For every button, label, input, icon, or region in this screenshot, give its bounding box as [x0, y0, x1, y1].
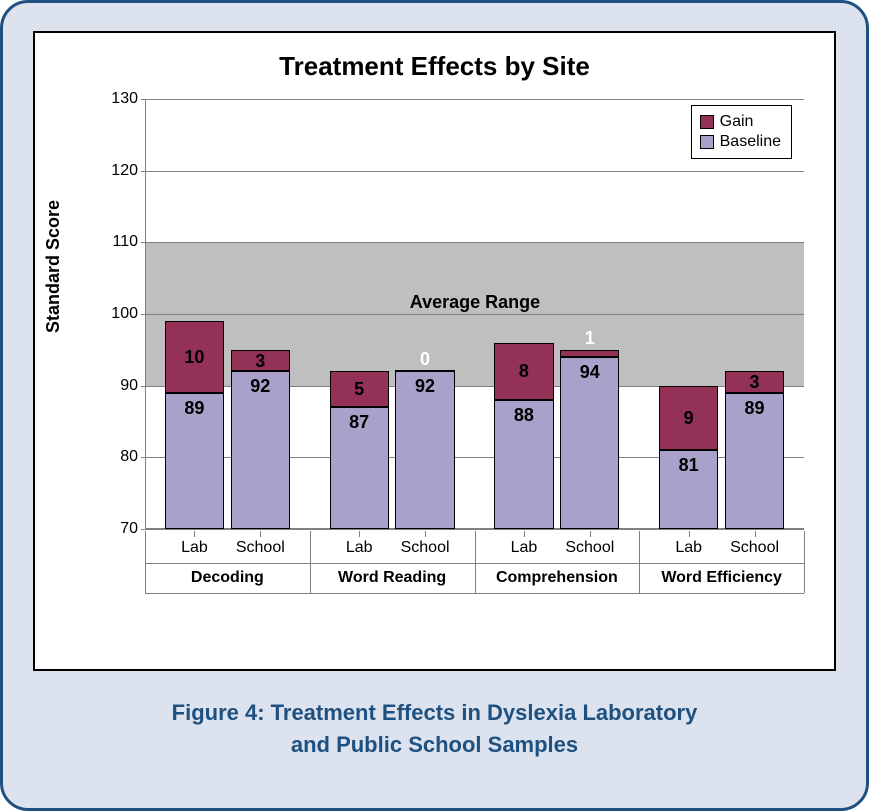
x-group-label: Comprehension: [475, 569, 640, 587]
y-tick-label: 130: [111, 90, 138, 108]
x-group-label: Decoding: [145, 569, 310, 587]
bar-gain: [395, 370, 454, 371]
x-sub-tick: [194, 531, 195, 537]
x-group-label: Word Efficiency: [639, 569, 804, 587]
y-tick-label: 80: [120, 448, 138, 466]
bar-baseline-value: 89: [726, 398, 783, 419]
caption-line-2: and Public School Samples: [33, 729, 836, 761]
chart-box: Treatment Effects by Site Standard Score…: [33, 31, 836, 671]
bar-baseline-value: 88: [495, 405, 552, 426]
bar-gain-value: 1: [560, 328, 619, 349]
legend: GainBaseline: [691, 105, 792, 159]
x-sub-tick: [689, 531, 690, 537]
x-sublabel: School: [719, 539, 790, 557]
bar-gain-value: 8: [494, 361, 553, 382]
bar-baseline: 88: [494, 400, 553, 529]
x-row-separator: [145, 563, 804, 564]
x-axis: LabSchoolDecodingLabSchoolWord ReadingLa…: [145, 531, 804, 631]
bar-baseline: 87: [330, 407, 389, 529]
x-group-separator: [145, 531, 146, 593]
figure-caption: Figure 4: Treatment Effects in Dyslexia …: [33, 697, 836, 761]
y-tick-label: 110: [112, 233, 138, 251]
bar-baseline: 94: [560, 357, 619, 529]
chart-title: Treatment Effects by Site: [59, 51, 810, 82]
x-sub-tick: [260, 531, 261, 537]
legend-label: Baseline: [720, 132, 781, 152]
bar-baseline-value: 92: [396, 376, 453, 397]
bar-baseline-value: 89: [166, 398, 223, 419]
legend-label: Gain: [720, 112, 754, 132]
x-sublabel: Lab: [653, 539, 724, 557]
x-group-label: Word Reading: [310, 569, 475, 587]
bar-baseline-value: 92: [232, 376, 289, 397]
y-axis-label: Standard Score: [43, 200, 64, 333]
bar-baseline-value: 81: [660, 455, 717, 476]
bar-baseline: 92: [231, 371, 290, 529]
figure-frame: Treatment Effects by Site Standard Score…: [0, 0, 869, 811]
x-sub-tick: [425, 531, 426, 537]
bar-baseline-value: 87: [331, 412, 388, 433]
legend-swatch: [700, 115, 714, 129]
x-sublabel: Lab: [488, 539, 559, 557]
x-sub-tick: [524, 531, 525, 537]
x-sublabel: School: [389, 539, 460, 557]
x-sublabel: Lab: [159, 539, 230, 557]
x-group-separator: [804, 531, 805, 593]
x-row-separator: [145, 593, 804, 594]
y-tick-label: 120: [111, 162, 138, 180]
x-sublabel: Lab: [324, 539, 395, 557]
bar-gain-value: 9: [659, 408, 718, 429]
bar-gain-value: 3: [231, 351, 290, 372]
bar-gain-value: 0: [395, 349, 454, 370]
legend-item: Baseline: [700, 132, 781, 152]
bar-baseline: 81: [659, 450, 718, 529]
y-tick-label: 100: [111, 305, 138, 323]
bar-baseline: 92: [395, 371, 454, 529]
bar-gain: [560, 350, 619, 357]
x-sub-tick: [755, 531, 756, 537]
caption-line-1: Figure 4: Treatment Effects in Dyslexia …: [33, 697, 836, 729]
gridline: [146, 529, 804, 530]
bar-gain-value: 5: [330, 379, 389, 400]
y-tick-mark: [141, 529, 146, 530]
x-sublabel: School: [554, 539, 625, 557]
bar-baseline: 89: [725, 393, 784, 529]
bar-baseline: 89: [165, 393, 224, 529]
x-sub-tick: [359, 531, 360, 537]
bar-baseline-value: 94: [561, 362, 618, 383]
legend-swatch: [700, 135, 714, 149]
bar-gain-value: 10: [165, 347, 224, 368]
y-tick-label: 70: [120, 520, 138, 538]
y-tick-label: 90: [120, 377, 138, 395]
x-sub-tick: [590, 531, 591, 537]
legend-item: Gain: [700, 112, 781, 132]
x-sublabel: School: [225, 539, 296, 557]
plot-area: 708090100110120130Average Range 89109238…: [145, 99, 804, 529]
bar-gain-value: 3: [725, 372, 784, 393]
